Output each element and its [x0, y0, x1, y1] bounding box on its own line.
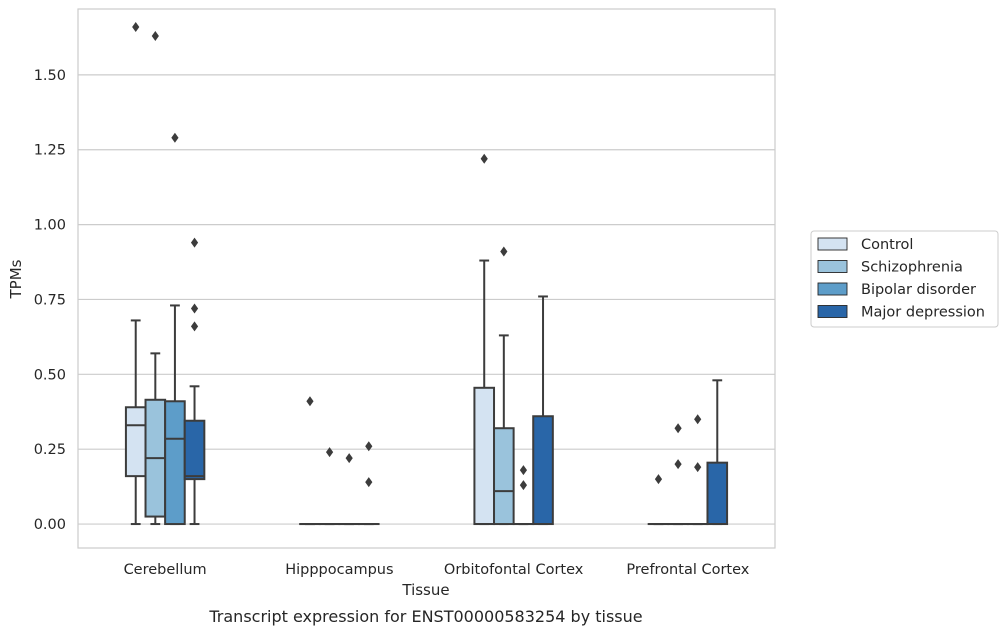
outlier-point — [480, 153, 488, 164]
y-tick-label: 0.75 — [34, 292, 66, 308]
outlier-point — [190, 321, 199, 332]
x-tick-label: Orbitofontal Cortex — [444, 562, 584, 578]
y-tick-label: 1.25 — [34, 143, 66, 159]
y-axis-label: TPMs — [7, 259, 25, 299]
outlier-point — [190, 237, 199, 248]
box — [706, 461, 729, 526]
outlier-point — [654, 474, 663, 485]
legend-label: Control — [861, 237, 913, 253]
outlier-point — [365, 441, 373, 452]
box-plot-series — [124, 21, 729, 526]
legend-swatch — [817, 260, 848, 273]
outlier-point — [694, 462, 702, 473]
box — [493, 427, 515, 526]
legend-frame — [810, 230, 999, 328]
x-tick-label: Prefrontal Cortex — [626, 562, 749, 578]
outlier-point — [132, 21, 140, 32]
outlier-point — [519, 480, 528, 491]
legend-label: Bipolar disorder — [861, 282, 976, 298]
plot-frame — [77, 8, 776, 549]
y-tick-label: 0.00 — [34, 517, 66, 533]
box-group — [318, 447, 341, 526]
box-group — [124, 21, 147, 526]
outlier-point — [345, 453, 353, 464]
box-group — [164, 132, 186, 526]
box-group — [183, 237, 206, 526]
box-group — [338, 453, 360, 526]
chart-caption: Transcript expression for ENST0000058325… — [208, 607, 642, 626]
y-tick-labels: 0.00 0.25 0.50 0.75 1.00 1.25 1.50 — [34, 68, 66, 533]
box-group — [647, 474, 670, 526]
x-tick-label: Hipppocampus — [285, 562, 393, 578]
y-tick-label: 0.50 — [34, 367, 66, 383]
y-tick-label: 1.50 — [34, 68, 66, 84]
outlier-point — [500, 246, 508, 257]
legend-label: Schizophrenia — [861, 260, 963, 276]
legend-label: Major depression — [861, 305, 985, 321]
x-axis-label: Tissue — [401, 581, 449, 599]
outlier-point — [694, 414, 702, 425]
box — [473, 386, 496, 526]
box-group — [706, 379, 729, 526]
box-group — [667, 423, 689, 526]
outlier-point — [306, 396, 314, 407]
outlier-point — [190, 303, 199, 314]
y-tick-label: 1.00 — [34, 218, 66, 234]
box — [164, 400, 186, 526]
legend-swatch — [817, 237, 848, 251]
outlier-point — [325, 447, 334, 458]
outlier-point — [674, 423, 682, 434]
outlier-point — [171, 132, 179, 143]
y-tick-label: 0.25 — [34, 442, 66, 458]
x-tick-labels: Cerebellum Hipppocampus Orbitofontal Corte… — [124, 562, 750, 578]
outlier-point — [519, 465, 528, 476]
legend: Control Schizophrenia Bipolar disorder Majo… — [810, 230, 999, 328]
x-tick-label: Cerebellum — [124, 562, 207, 578]
box-group — [299, 396, 321, 526]
outlier-point — [151, 30, 159, 41]
box-group — [473, 153, 496, 526]
box — [183, 419, 206, 481]
outlier-point — [365, 477, 373, 488]
box-group — [686, 414, 709, 526]
box-group — [144, 30, 167, 526]
box-group — [357, 441, 380, 526]
box-group — [493, 246, 515, 526]
box — [532, 415, 554, 526]
box — [124, 406, 147, 478]
box-group — [532, 295, 554, 526]
outlier-point — [674, 459, 682, 470]
legend-swatch — [817, 282, 848, 296]
box-group — [512, 465, 535, 526]
legend-swatch — [817, 305, 848, 318]
